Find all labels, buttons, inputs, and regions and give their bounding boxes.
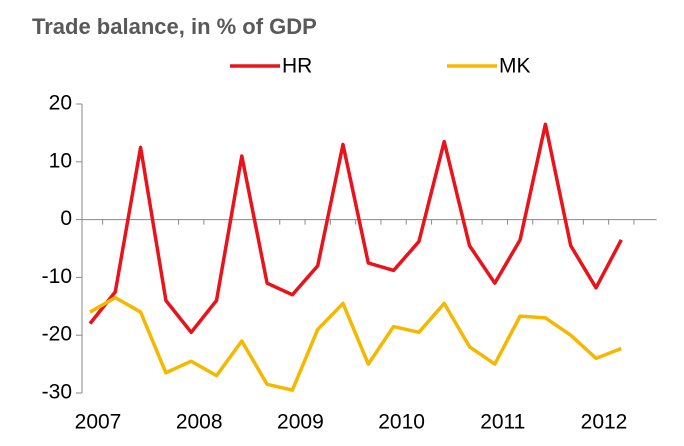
y-tick-label: -20 [42, 323, 72, 346]
chart-title: Trade balance, in % of GDP [32, 14, 317, 39]
y-tick-label: 20 [49, 92, 72, 115]
x-tick-label: 2012 [581, 411, 628, 434]
x-tick-label: 2008 [176, 411, 223, 434]
legend-label: MK [499, 55, 531, 78]
y-tick-label: -10 [42, 265, 72, 288]
x-tick-label: 2010 [378, 411, 425, 434]
legend-label: HR [282, 55, 312, 78]
data-line [88, 122, 623, 335]
x-tick-label: 2011 [480, 411, 525, 434]
y-tick-label: 0 [60, 207, 72, 230]
y-tick-label: 10 [49, 149, 72, 172]
x-tick-label: 2007 [75, 411, 122, 434]
y-tick-label: -30 [42, 381, 72, 404]
data-line [89, 295, 622, 392]
x-tick-label: 2009 [277, 411, 324, 434]
